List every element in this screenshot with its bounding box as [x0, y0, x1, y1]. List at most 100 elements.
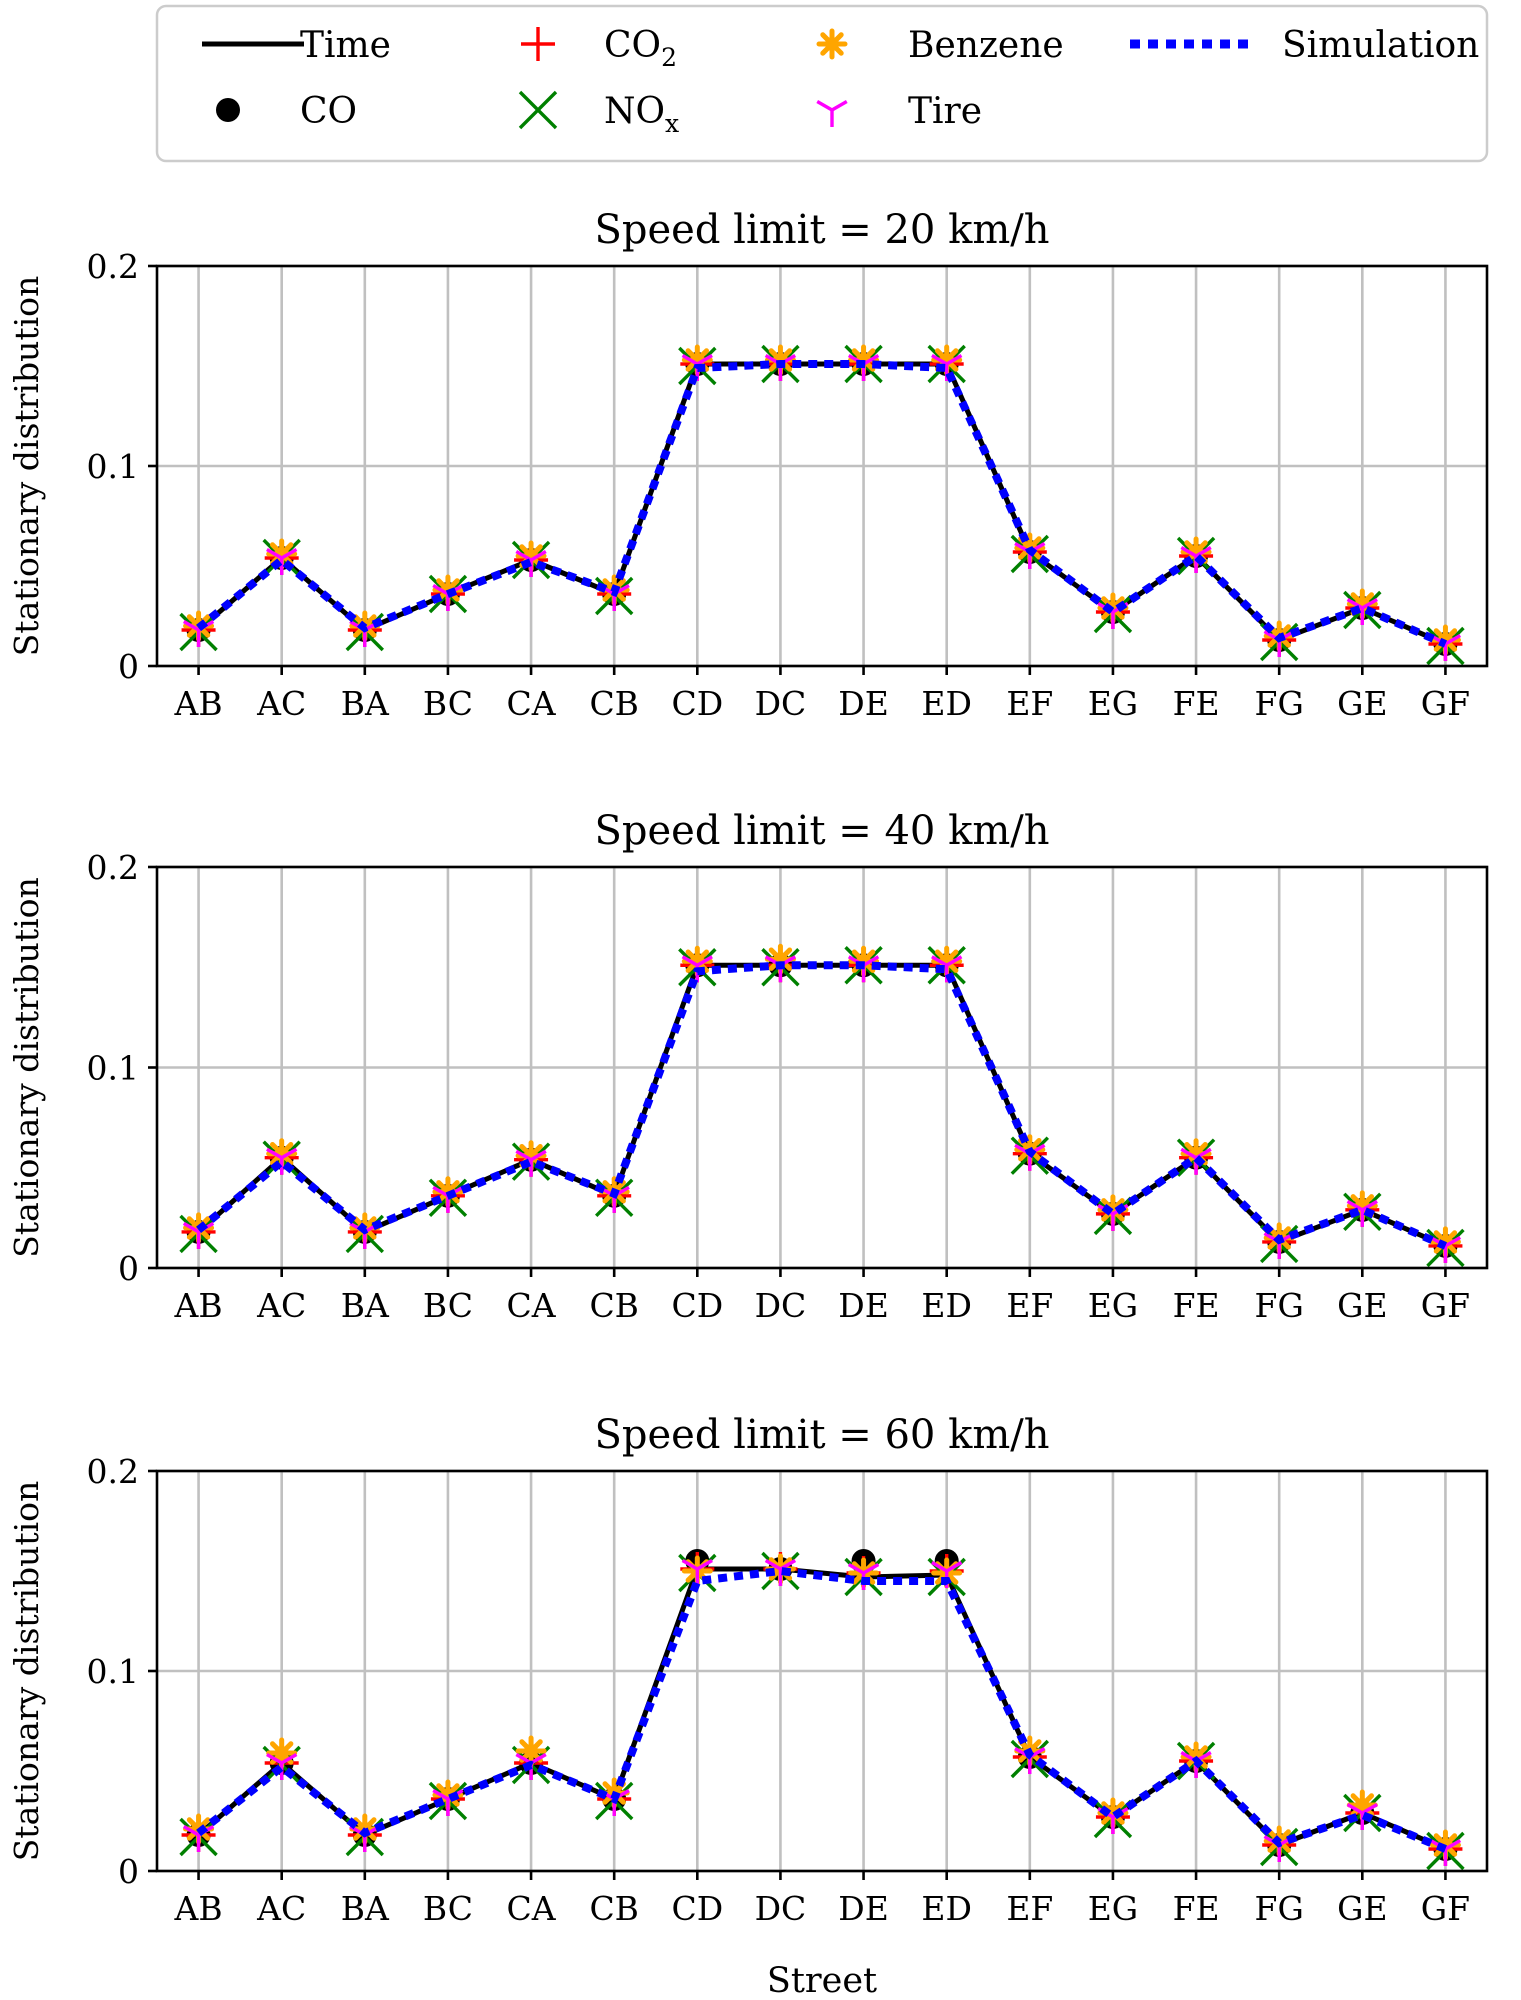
x-tick-label: ED	[921, 1286, 972, 1325]
x-tick-label: FG	[1255, 1286, 1304, 1325]
x-tick-label: BC	[423, 1286, 473, 1325]
x-tick-label: CB	[589, 684, 639, 723]
y-tick-label: 0.2	[87, 247, 139, 286]
x-tick-label: ED	[921, 684, 972, 723]
x-tick-label: CB	[589, 1889, 639, 1928]
series-line-simulation	[196, 360, 1448, 648]
x-tick-label: BA	[341, 1889, 390, 1928]
point-tire-GE	[1346, 1199, 1378, 1227]
legend-entry-co2: CO2	[521, 25, 677, 72]
legend-swatch-benzene	[816, 28, 848, 60]
chart-panel-2: AB AC BA BC CA CB CD DC DE ED EF EG FE FG GE GF 0 0.1 0.2 S…	[7, 808, 1489, 1325]
legend-label-benzene: Benzene	[908, 25, 1064, 66]
legend-label-nox: NOx	[604, 91, 679, 138]
point-tire-GE	[1346, 1803, 1378, 1830]
series-co	[186, 1549, 1458, 1861]
x-tick-label: AC	[256, 1889, 306, 1928]
x-tick-label: CA	[507, 1889, 557, 1928]
legend-swatch-co2	[521, 27, 555, 61]
series-co2	[181, 948, 1463, 1263]
x-tick-label: GE	[1337, 684, 1387, 723]
legend-entry-nox: NOx	[518, 90, 679, 138]
x-tick-label: ED	[921, 1889, 972, 1928]
series-line-simulation	[196, 1566, 1447, 1853]
y-axis-label: Stationary distribution	[7, 877, 46, 1258]
series-co2	[181, 347, 1463, 661]
x-tick-label: AB	[174, 1286, 223, 1325]
legend-entry-time: Time	[202, 25, 391, 66]
grid	[157, 865, 1487, 1270]
point-tire-ED	[931, 955, 963, 983]
legend-entry-tire: Tire	[816, 91, 982, 132]
x-tick-label: EF	[1006, 1286, 1053, 1325]
point-tire-GE	[1346, 598, 1378, 625]
y-tick-label: 0.1	[87, 447, 139, 486]
legend-entry-simulation: Simulation	[1130, 25, 1479, 66]
x-tick-label: AB	[174, 1889, 223, 1928]
x-tick-label: DC	[755, 1889, 807, 1928]
chart-title: Speed limit = 60 km/h	[594, 1412, 1049, 1458]
x-tick-label: DC	[755, 1286, 807, 1325]
x-tick-label: BC	[423, 684, 473, 723]
x-axis-label: Street	[767, 1961, 877, 2000]
x-tick-label: FE	[1173, 1286, 1220, 1325]
x-tick-label: GE	[1337, 1889, 1387, 1928]
legend-label-time: Time	[300, 25, 391, 66]
x-tick-label: CB	[589, 1286, 639, 1325]
x-tick-label: DC	[755, 684, 807, 723]
chart-title: Speed limit = 20 km/h	[594, 207, 1049, 253]
x-tick-label: AB	[174, 684, 223, 723]
legend-swatch-nox	[518, 90, 558, 130]
chart-title: Speed limit = 40 km/h	[594, 808, 1049, 854]
x-tick-label: DE	[838, 684, 889, 723]
point-tire-CA	[515, 1149, 547, 1177]
x-tick-label: EG	[1088, 684, 1138, 723]
x-tick-label: DE	[838, 1889, 889, 1928]
x-tick-label: DE	[838, 1286, 889, 1325]
x-tick-label: CD	[671, 1286, 723, 1325]
grid	[157, 1469, 1487, 1873]
x-tick-label: CA	[507, 1286, 557, 1325]
series-line-simulation	[196, 961, 1448, 1250]
x-tick-label: EF	[1006, 684, 1053, 723]
x-tick-label: GF	[1421, 1889, 1470, 1928]
series-tire	[182, 955, 1462, 1263]
point-tire-CA	[515, 550, 547, 577]
x-tick-label: CD	[671, 1889, 723, 1928]
point-tire-ED	[931, 354, 963, 381]
y-tick-label: 0	[118, 647, 139, 686]
legend-swatch-tire	[816, 100, 848, 127]
y-tick-label: 0	[118, 1249, 139, 1288]
chart-panel-1: AB AC BA BC CA CB CD DC DE ED EF EG FE FG GE GF 0 0.1 0.2 S…	[7, 207, 1489, 723]
chart-panel-3: AB AC BA BC CA CB CD DC DE ED EF EG FE FG GE GF 0 0.1 0.2 S…	[7, 1412, 1489, 2000]
x-tick-label: EG	[1088, 1286, 1138, 1325]
grid	[157, 264, 1487, 668]
x-tick-label: FE	[1173, 1889, 1220, 1928]
legend-swatch-co	[216, 98, 240, 122]
x-tick-label: AC	[256, 684, 306, 723]
legend-label-simulation: Simulation	[1282, 25, 1479, 66]
series-line-time	[196, 361, 1447, 647]
x-tick-label: BA	[341, 684, 390, 723]
legend-entry-co: CO	[216, 91, 357, 132]
x-tick-label: BC	[423, 1889, 473, 1928]
point-benzene-CA	[515, 1735, 547, 1767]
legend-entry-benzene: Benzene	[816, 25, 1064, 66]
legend-label-tire: Tire	[908, 91, 982, 132]
x-tick-label: CD	[671, 684, 723, 723]
x-tick-label: EF	[1006, 1889, 1053, 1928]
legend-label-co2: CO2	[604, 25, 677, 72]
y-tick-label: 0.2	[87, 848, 139, 887]
y-axis-label: Stationary distribution	[7, 1481, 46, 1862]
series-line-time	[196, 1566, 1447, 1852]
y-tick-label: 0.1	[87, 1049, 139, 1088]
series-benzene	[183, 344, 1461, 656]
y-tick-label: 0.1	[87, 1652, 139, 1691]
x-tick-label: BA	[341, 1286, 390, 1325]
x-tick-label: GE	[1337, 1286, 1387, 1325]
x-tick-label: FE	[1173, 684, 1220, 723]
y-tick-label: 0	[118, 1852, 139, 1891]
y-axis-label: Stationary distribution	[7, 276, 46, 657]
legend-label-co: CO	[300, 91, 357, 132]
